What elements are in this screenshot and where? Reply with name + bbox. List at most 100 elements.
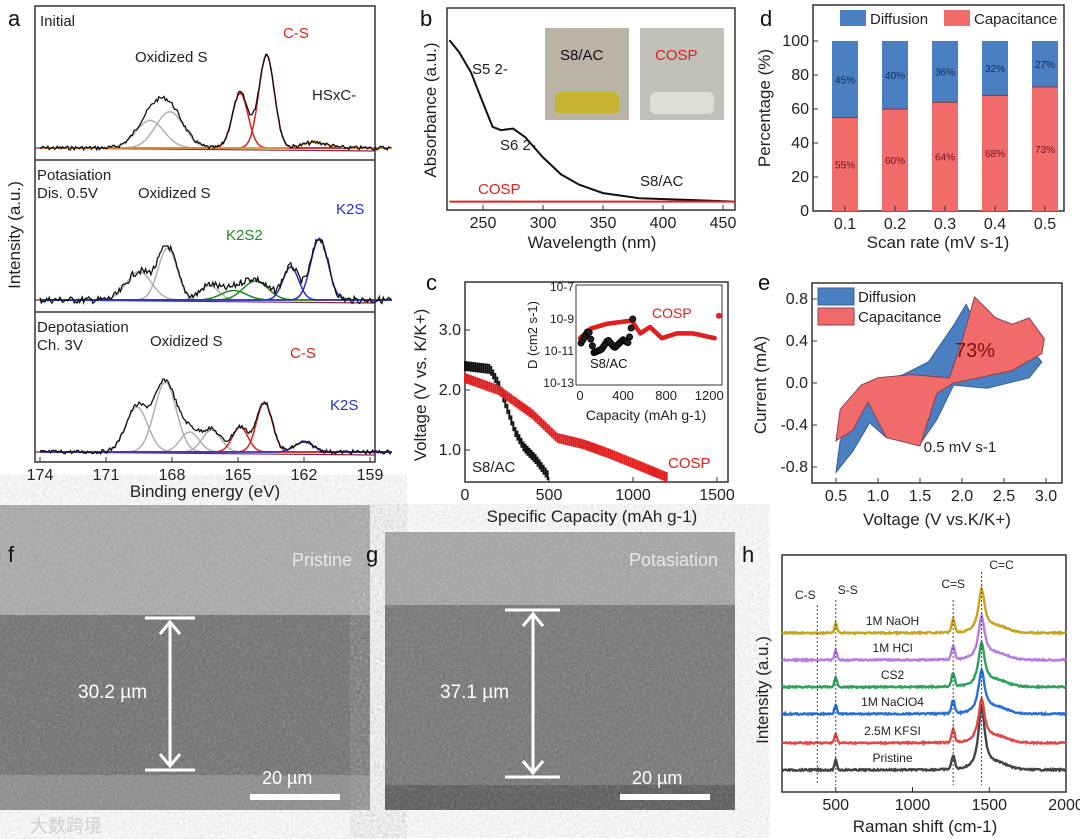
annotation-hsxc: HSxC- — [312, 87, 356, 104]
y-tick-label: 40 — [791, 135, 809, 152]
annotation-k2s: K2S — [336, 201, 364, 218]
subpanel-label-ch: Ch. 3V — [37, 337, 83, 354]
inset-y-tick: 10-11 — [544, 344, 574, 358]
x-axis-label: Wavelength (nm) — [528, 233, 657, 252]
bar-label-diffusion: 40% — [885, 71, 905, 82]
x-tick-label: 0 — [461, 487, 470, 504]
thickness-label: 37.1 µm — [440, 682, 509, 703]
inset-x-label: Capacity (mAh g-1) — [586, 407, 707, 423]
bar-diffusion — [982, 41, 1008, 96]
inset-point — [585, 328, 593, 336]
inset-label-cosp: COSP — [652, 305, 692, 321]
panel-label-a: a — [8, 6, 21, 31]
annotation-s6: S6 2- — [500, 137, 536, 154]
legend-diffusion: Diffusion — [870, 11, 928, 28]
bar-diffusion — [1032, 41, 1058, 87]
fit-peak-gray — [40, 246, 392, 301]
x-tick-label: 2.0 — [951, 488, 973, 505]
y-axis-label: Absorbance (a.u.) — [421, 42, 440, 177]
x-tick-label: 165 — [225, 467, 252, 484]
subpanel-label-dis: Dis. 0.5V — [37, 185, 98, 202]
thickness-arrow — [505, 608, 560, 779]
x-tick-label: 1500 — [971, 797, 1007, 814]
y-tick-label: 0 — [800, 203, 809, 220]
panel-label-b: b — [420, 6, 432, 31]
bar-capacitance — [982, 95, 1008, 211]
annotation-oxidized-s: Oxidized S — [135, 49, 208, 66]
inset-y-tick: 10-7 — [550, 280, 574, 294]
voltage-profile-panel: Capacity (mAh g-1) D (cm2 s-1) Specific … — [411, 280, 735, 526]
capacitance-percent: 73% — [955, 340, 995, 362]
annotation-c-s: C-S — [283, 25, 309, 42]
xps-panel: Initial Oxidized S C-S HSxC- Potasiation… — [5, 5, 392, 501]
y-tick-label: 0.4 — [786, 333, 808, 350]
sem-label: Pristine — [292, 550, 352, 570]
experimental-spectrum — [39, 53, 392, 152]
x-tick-label: 400 — [650, 215, 677, 232]
y-tick-label: 100 — [782, 33, 809, 50]
fit-peak-gray — [40, 110, 392, 149]
x-tick-label: 1.5 — [909, 488, 931, 505]
inset-point — [588, 342, 596, 350]
x-axis-label: Scan rate (mV s-1) — [867, 233, 1010, 252]
inset-y-tick: 10-9 — [550, 312, 574, 326]
x-tick-label: 162 — [291, 467, 318, 484]
panel-label-e: e — [758, 270, 770, 295]
peak-label: S-S — [838, 583, 858, 597]
x-tick-label: 2.5 — [993, 488, 1015, 505]
y-axis-label: Intensity (a.u.) — [5, 181, 24, 289]
legend-diffusion: Diffusion — [858, 289, 916, 306]
x-tick-label: 0.1 — [834, 216, 856, 233]
inset-point — [629, 315, 637, 323]
absorbance-panel: S8/AC COSP S5 2- S6 2- COSP S8/AC Wavele… — [421, 7, 736, 252]
x-tick-label: 0.2 — [884, 216, 906, 233]
peak-label: C=C — [989, 558, 1014, 572]
inset-y-tick: 10-13 — [543, 376, 574, 390]
series-label-cosp: COSP — [668, 455, 711, 472]
peak-label: C=S — [941, 577, 965, 591]
x-tick-label: 1500 — [699, 487, 735, 504]
subpanel-label-depotasiation: Depotasiation — [37, 319, 129, 336]
x-tick-label: 1000 — [615, 487, 651, 504]
series-label-s8ac: S8/AC — [472, 459, 516, 476]
bar-diffusion — [932, 41, 958, 103]
fit-peak-gray — [40, 285, 392, 301]
x-tick-label: 171 — [93, 467, 120, 484]
series-label: 1M HCl — [873, 641, 913, 655]
inset-point — [624, 339, 632, 347]
inset-x-tick: 800 — [655, 388, 677, 403]
inset-point — [715, 312, 722, 319]
panel-label-h: h — [742, 542, 754, 567]
y-tick-label: 3.0 — [439, 322, 461, 339]
x-axis-label: Voltage (V vs.K/K+) — [863, 510, 1011, 529]
inset-point — [587, 335, 595, 343]
legend-capacitance: Capacitance — [974, 11, 1057, 28]
subpanel-label-initial: Initial — [40, 13, 75, 30]
x-tick-label: 250 — [470, 215, 497, 232]
thickness-label: 30.2 µm — [78, 682, 147, 703]
experimental-spectrum — [39, 238, 392, 305]
annotation-k2s: K2S — [330, 397, 358, 414]
scan-rate-label: 0.5 mV s-1 — [924, 439, 997, 456]
x-tick-label: 168 — [159, 467, 186, 484]
y-tick-label: 2.0 — [439, 382, 461, 399]
bar-label-capacitance: 60% — [885, 156, 905, 167]
fit-peak-gray — [40, 119, 392, 149]
bar-label-diffusion: 36% — [935, 68, 955, 79]
photo-label-s8ac: S8/AC — [560, 47, 604, 64]
bar-capacitance — [882, 109, 908, 211]
series-label: Pristine — [873, 751, 913, 765]
series-label: 1M NaClO4 — [861, 695, 924, 709]
x-tick-label: 1000 — [895, 797, 931, 814]
inset-label-s8ac: S8/AC — [590, 356, 628, 371]
bar-label-capacitance: 73% — [1035, 145, 1055, 156]
x-tick-label: 0.3 — [934, 216, 956, 233]
bar-capacitance — [832, 117, 858, 211]
annotation-s5: S5 2- — [472, 61, 508, 78]
cv-panel: Voltage (V vs.K/K+) Current (mA) 0.5 1.0 1… — [751, 282, 1063, 529]
x-tick-label: 500 — [822, 797, 849, 814]
experimental-spectrum — [39, 378, 392, 456]
sem-image-pristine: Pristine 30.2 µm 20 µm — [0, 505, 370, 810]
series-label: CS2 — [881, 668, 905, 682]
inset-point — [712, 335, 717, 341]
